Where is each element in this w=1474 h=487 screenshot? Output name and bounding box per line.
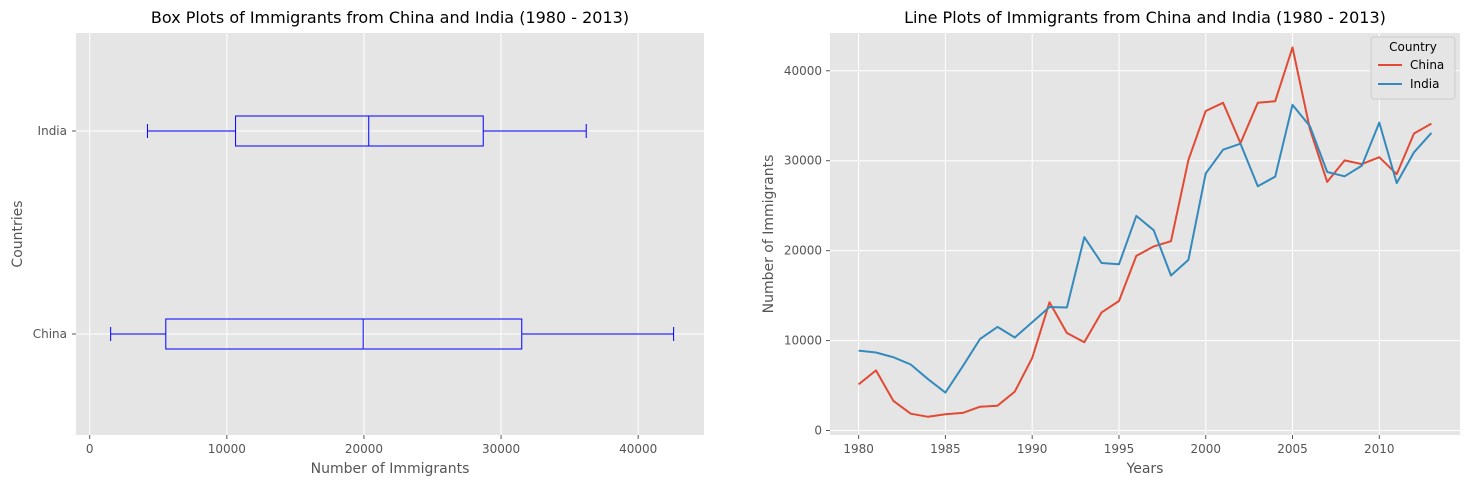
box-plot-y-ticks: China India <box>33 124 76 341</box>
line-plot-x-tick-label: 2000 <box>1190 442 1221 456</box>
line-plot-y-axis-label: Number of Immigrants <box>761 155 777 314</box>
box-plot-y-tick-label: India <box>38 124 67 138</box>
line-plot-y-tick-label: 10000 <box>784 334 822 348</box>
box-plot-x-axis-label: Number of Immigrants <box>311 461 470 477</box>
box-plot-x-tick-label: 10000 <box>208 442 246 456</box>
line-plot-y-ticks: 0 10000 20000 30000 40000 <box>784 64 830 438</box>
line-plot-area <box>830 33 1460 435</box>
box-china <box>110 318 675 350</box>
box-plot-x-tick-label: 40000 <box>619 442 657 456</box>
line-plot-x-tick-label: 1985 <box>930 442 961 456</box>
line-plot-series <box>857 46 1433 418</box>
box-plot-y-tick-label: China <box>33 327 67 341</box>
legend-label-india: India <box>1410 77 1439 91</box>
line-plot-x-tick-label: 1995 <box>1104 442 1135 456</box>
box-plot-panel: 0 10000 20000 30000 40000 China India Box Plo… <box>10 8 704 477</box>
line-plot-y-tick-label: 30000 <box>784 154 822 168</box>
box-india <box>146 115 587 147</box>
line-plot-panel: 1980 1985 1990 1995 2000 2005 2010 0 10000 20000… <box>761 8 1460 477</box>
line-plot-x-tick-label: 1990 <box>1017 442 1048 456</box>
box-plot-x-ticks: 0 10000 20000 30000 40000 <box>86 435 657 456</box>
line-plot-x-axis-label: Years <box>1126 461 1164 477</box>
legend-title: Country <box>1389 40 1437 54</box>
line-plot-y-tick-label: 20000 <box>784 244 822 258</box>
box-plot-title: Box Plots of Immigrants from China and I… <box>151 8 629 27</box>
box-plot-area <box>76 33 704 435</box>
line-plot-x-tick-label: 2005 <box>1277 442 1308 456</box>
series-line-india <box>858 103 1433 394</box>
box-plot-x-tick-label: 20000 <box>345 442 383 456</box>
line-plot-grid <box>830 33 1460 435</box>
legend: Country China India <box>1370 36 1456 100</box>
line-plot-y-tick-label: 40000 <box>784 64 822 78</box>
box-plot-x-tick-label: 30000 <box>482 442 520 456</box>
line-plot-y-tick-label: 0 <box>814 424 822 438</box>
box-plot-y-axis-label: Countries <box>10 200 26 267</box>
line-plot-x-ticks: 1980 1985 1990 1995 2000 2005 2010 <box>843 435 1395 456</box>
line-plot-x-tick-label: 2010 <box>1364 442 1395 456</box>
box-plot-marks <box>110 115 675 350</box>
box-plot-x-tick-label: 0 <box>86 442 94 456</box>
legend-label-china: China <box>1410 58 1444 72</box>
line-plot-x-tick-label: 1980 <box>843 442 874 456</box>
line-plot-title: Line Plots of Immigrants from China and … <box>904 8 1386 27</box>
series-line-china <box>857 46 1432 418</box>
